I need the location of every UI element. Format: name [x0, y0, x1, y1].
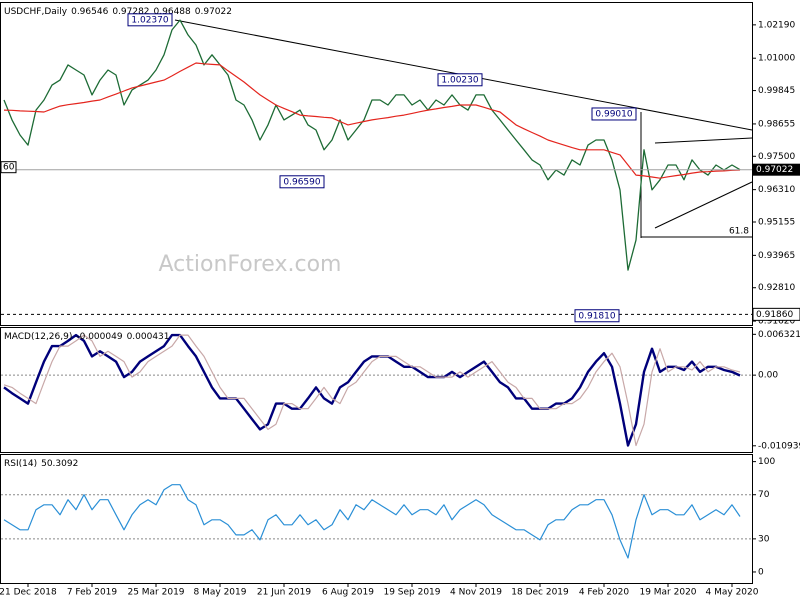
ohlc-value: 0.96488 [154, 7, 191, 17]
panel-header: RSI(14) 50.3092 [4, 459, 78, 469]
support-label: 0.91860 [756, 310, 793, 320]
y-tick-label: 100 [758, 457, 775, 467]
x-tick-label: 21 Dec 2018 [0, 588, 57, 598]
annotation-label: 0.91810 [578, 311, 615, 321]
x-tick-label: 19 Sep 2019 [383, 588, 440, 598]
y-tick-label: 0.006321 [758, 330, 800, 340]
left-label-box [0, 161, 17, 174]
triangle-lower [654, 181, 753, 229]
support-box [752, 307, 800, 321]
annotation-label: 1.00230 [441, 75, 478, 85]
rsi-panel [0, 454, 753, 584]
x-tick-label: 4 May 2020 [706, 588, 759, 598]
y-tick-label: 0.92810 [758, 283, 795, 293]
price-line [3, 19, 741, 271]
indicator-name: MACD(12,26,9) [4, 332, 72, 342]
moving-average [3, 62, 741, 179]
y-tick-label: 0.98655 [758, 119, 795, 129]
x-tick-label: 18 Dec 2019 [511, 588, 569, 598]
y-tick-label: 0.99845 [758, 86, 795, 96]
x-tick-label: 7 Feb 2019 [67, 588, 118, 598]
watermark: ActionForex.com [159, 252, 342, 277]
indicator-value: 0.000431 [127, 332, 170, 342]
triangle-upper [654, 137, 753, 144]
annotation-label: 0.99010 [595, 109, 632, 119]
y-tick-label: 0 [758, 567, 764, 577]
indicator-value: -0.000049 [76, 332, 122, 342]
annotation-label: 1.02370 [131, 15, 168, 25]
panel-header: USDCHF,Daily 0.96546 0.97282 0.96488 0.97022 [4, 7, 232, 17]
y-tick-label: 0.93965 [758, 251, 795, 261]
y-tick-label: 0.00 [758, 371, 778, 381]
symbol: USDCHF,Daily [4, 7, 68, 17]
annotation-box [437, 73, 483, 87]
y-tick-label: 0.91620 [758, 317, 795, 327]
y-tick-label: 30 [758, 534, 770, 544]
left-label: 60 [3, 163, 15, 173]
ohlc-value: 0.97022 [195, 7, 232, 17]
x-tick-label: 25 Mar 2019 [127, 588, 184, 598]
y-tick-label: 1.01000 [758, 54, 795, 64]
ohlc-value: 0.96546 [71, 7, 108, 17]
x-tick-label: 8 May 2019 [194, 588, 247, 598]
macd-panel [0, 327, 753, 453]
annotation-box [279, 175, 325, 189]
y-tick-label: 0.96310 [758, 185, 795, 195]
x-tick-label: 21 Jun 2019 [257, 588, 311, 598]
y-tick-label: 0.97500 [758, 152, 795, 162]
current-price-label: 0.97022 [756, 165, 793, 175]
fib-label: 61.8 [729, 227, 749, 237]
annotation-label: 0.96590 [283, 177, 320, 187]
indicator-name: RSI(14) [4, 459, 37, 469]
signal-line [3, 334, 741, 447]
annotation-box [591, 107, 637, 121]
panel-header: MACD(12,26,9) -0.000049 0.000431 [4, 332, 170, 342]
rsi-line [3, 484, 741, 559]
x-tick-label: 6 Aug 2019 [322, 588, 374, 598]
x-tick-label: 4 Nov 2019 [450, 588, 502, 598]
annotation-box [574, 309, 620, 323]
y-tick-label: 1.02190 [758, 20, 795, 30]
y-tick-label: -0.010939 [758, 441, 800, 451]
indicator-value: 50.3092 [41, 459, 78, 469]
x-tick-label: 4 Feb 2020 [579, 588, 630, 598]
ohlc-value: 0.97282 [112, 7, 149, 17]
x-tick-label: 19 Mar 2020 [639, 588, 696, 598]
y-tick-label: 70 [758, 490, 770, 500]
current-price-box [753, 163, 800, 176]
macd-line [3, 333, 741, 447]
y-tick-label: 0.95155 [758, 218, 795, 228]
annotation-box [127, 13, 173, 27]
